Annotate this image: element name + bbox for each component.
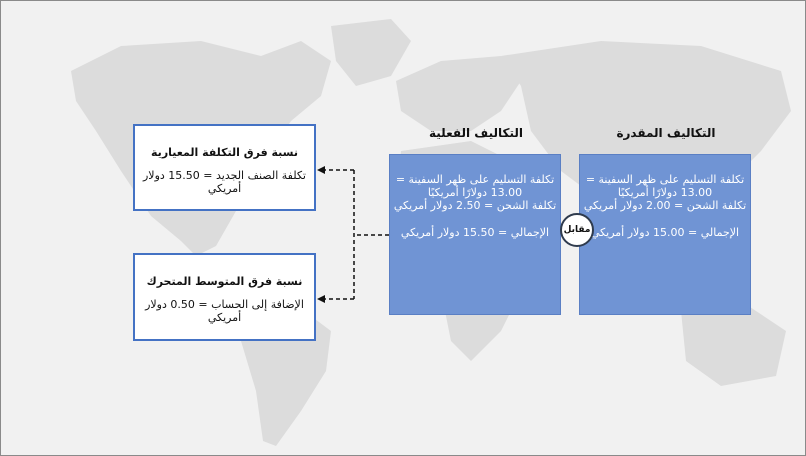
estimated-line-2: 13.00 دولارًا أمريكيًا [617, 186, 713, 199]
standard-variance-title: نسبة فرق التكلفة المعيارية [151, 146, 298, 159]
versus-circle: مقابل [560, 213, 594, 247]
actual-line-3: تكلفة الشحن = 2.50 دولار أمريكي [393, 199, 557, 212]
estimated-line-3: تكلفة الشحن = 2.00 دولار أمريكي [583, 199, 747, 212]
actual-line-1: تكلفة التسليم على ظهر السفينة = [395, 173, 555, 186]
standard-variance-box: نسبة فرق التكلفة المعيارية تكلفة الصنف ا… [133, 124, 316, 211]
actual-line-2: 13.00 دولارًا أمريكيًا [427, 186, 523, 199]
actual-total: الإجمالي = 15.50 دولار أمريكي [400, 226, 550, 239]
arrowhead-top [317, 166, 325, 174]
actual-costs-title: التكاليف الفعلية [429, 126, 523, 140]
estimated-total: الإجمالي = 15.00 دولار أمريكي [590, 226, 740, 239]
actual-costs-box: تكلفة التسليم على ظهر السفينة = 13.00 دو… [389, 154, 561, 315]
moving-average-variance-text: الإضافة إلى الحساب = 0.50 دولار أمريكي [145, 298, 304, 324]
arrowhead-bottom [317, 295, 325, 303]
moving-average-variance-title: نسبة فرق المتوسط المتحرك [146, 275, 303, 288]
estimated-line-1: تكلفة التسليم على ظهر السفينة = [585, 173, 745, 186]
standard-variance-text: تكلفة الصنف الجديد = 15.50 دولار أمريكي [142, 169, 306, 195]
estimated-costs-box: تكلفة التسليم على ظهر السفينة = 13.00 دو… [579, 154, 751, 315]
moving-average-variance-box: نسبة فرق المتوسط المتحرك الإضافة إلى الح… [133, 253, 316, 341]
estimated-costs-title: التكاليف المقدرة [616, 126, 716, 140]
